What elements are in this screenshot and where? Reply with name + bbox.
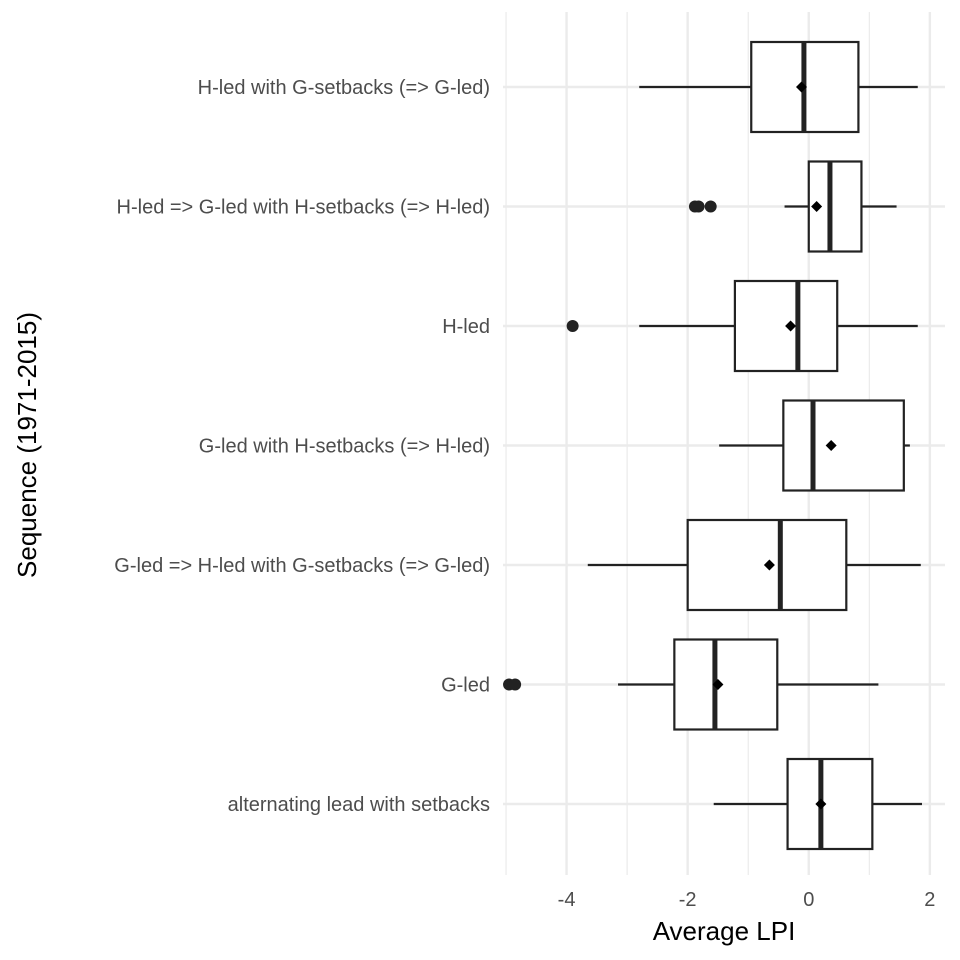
outlier-point <box>566 320 579 332</box>
box-group <box>587 518 921 612</box>
box <box>673 638 779 731</box>
tick-labels: -4 -2 0 2 H-led with G-setbacks (=> G-led) H-… <box>114 77 935 911</box>
box-group <box>503 638 879 731</box>
box-group <box>639 40 918 134</box>
mean-marker <box>712 679 724 690</box>
x-tick-label: 2 <box>924 889 935 911</box>
mean-marker <box>815 798 827 810</box>
x-tick-label: -4 <box>558 889 576 911</box>
outlier-point <box>704 200 717 213</box>
boxes <box>503 40 922 851</box>
y-tick-label: H-led => G-led with H-setbacks (=> H-led… <box>117 197 490 219</box>
y-tick-label: G-led => H-led with G-setbacks (=> G-led… <box>114 555 490 577</box>
box <box>782 399 905 492</box>
x-tick-label: -2 <box>679 889 697 911</box>
mean-marker <box>796 81 808 93</box>
y-tick-label: G-led with H-setbacks (=> H-led) <box>199 436 490 458</box>
mean-marker <box>825 440 837 451</box>
y-tick-label: H-led with G-setbacks (=> G-led) <box>198 77 490 99</box>
mean-marker <box>811 201 823 212</box>
box-group <box>688 160 897 253</box>
x-axis-title: Average LPI <box>653 916 796 946</box>
box-group <box>719 399 910 492</box>
x-tick-label: 0 <box>803 889 814 911</box>
box <box>786 757 874 851</box>
outlier-point <box>509 678 522 691</box>
box-group <box>566 279 918 373</box>
y-axis-title: Sequence (1971-2015) <box>12 312 42 578</box>
mean-marker <box>763 559 775 571</box>
y-tick-label: H-led <box>442 316 490 338</box>
box-group <box>713 757 922 851</box>
y-tick-label: G-led <box>441 675 490 697</box>
outlier-point <box>692 200 705 213</box>
y-tick-label: alternating lead with setbacks <box>228 794 490 816</box>
mean-marker <box>785 320 797 332</box>
